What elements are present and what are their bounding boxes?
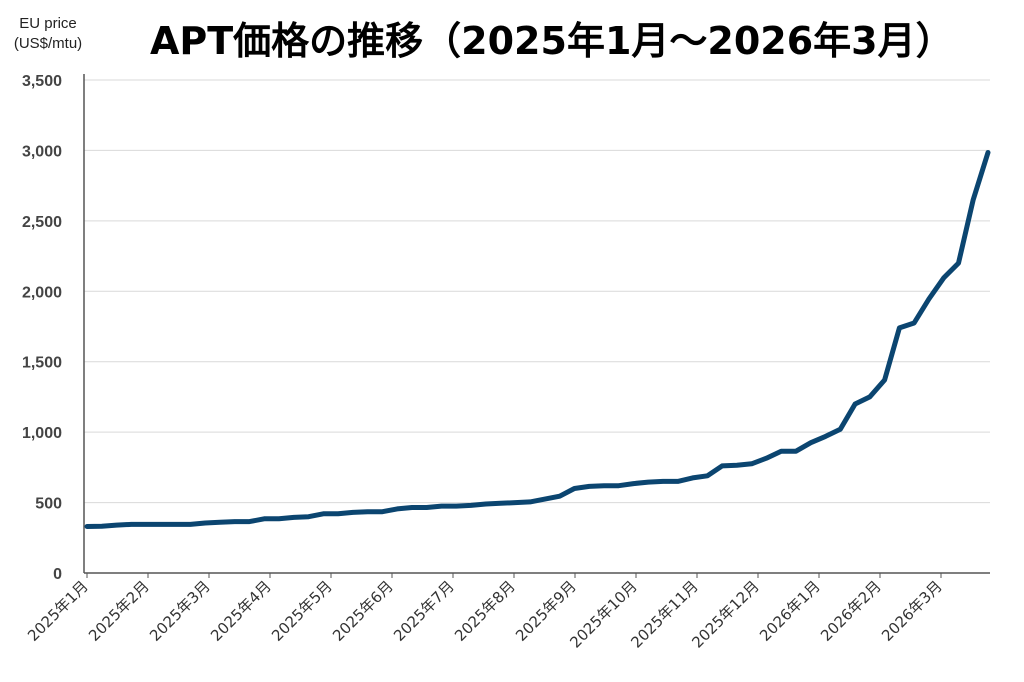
x-tick-label: 2025年3月 xyxy=(146,577,214,645)
y-tick-label: 1,000 xyxy=(22,425,62,442)
x-tick-label: 2025年5月 xyxy=(268,577,336,645)
y-tick-label: 3,500 xyxy=(22,73,62,90)
x-tick-label: 2025年4月 xyxy=(207,577,275,645)
x-tick-label: 2025年1月 xyxy=(24,577,92,645)
x-tick-label: 2026年1月 xyxy=(756,577,824,645)
x-tick-label: 2026年2月 xyxy=(817,577,885,645)
y-axis-label-line1: EU price xyxy=(19,15,77,32)
y-tick-label: 2,000 xyxy=(22,284,62,301)
y-tick-label: 500 xyxy=(35,496,62,513)
y-axis-label-line2: (US$/mtu) xyxy=(13,35,83,52)
x-tick-label: 2025年7月 xyxy=(390,577,458,645)
chart-title: APT価格の推移（2025年1月～2026年3月） xyxy=(150,19,954,63)
x-tick-label: 2026年3月 xyxy=(878,577,946,645)
x-tick-label: 2025年2月 xyxy=(85,577,153,645)
y-axis-unit-label: EU price (US$/mtu) xyxy=(0,14,96,54)
y-tick-label: 2,500 xyxy=(22,214,62,231)
x-tick-label: 2025年6月 xyxy=(329,577,397,645)
x-tick-label: 2025年8月 xyxy=(451,577,519,645)
y-tick-label: 1,500 xyxy=(22,355,62,372)
y-tick-label: 3,000 xyxy=(22,143,62,160)
y-tick-label: 0 xyxy=(53,566,62,583)
price-series-line xyxy=(84,150,991,529)
